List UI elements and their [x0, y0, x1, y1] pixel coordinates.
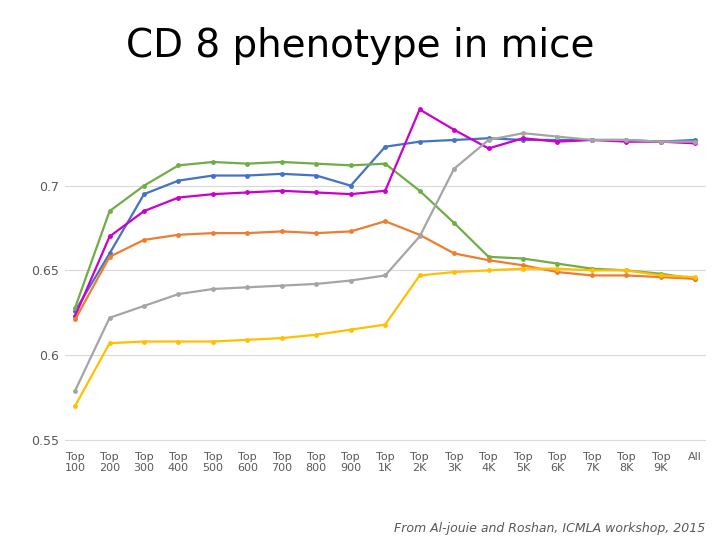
Text: From Al-jouie and Roshan, ICMLA workshop, 2015: From Al-jouie and Roshan, ICMLA workshop…	[395, 522, 706, 535]
Text: CD 8 phenotype in mice: CD 8 phenotype in mice	[126, 27, 594, 65]
